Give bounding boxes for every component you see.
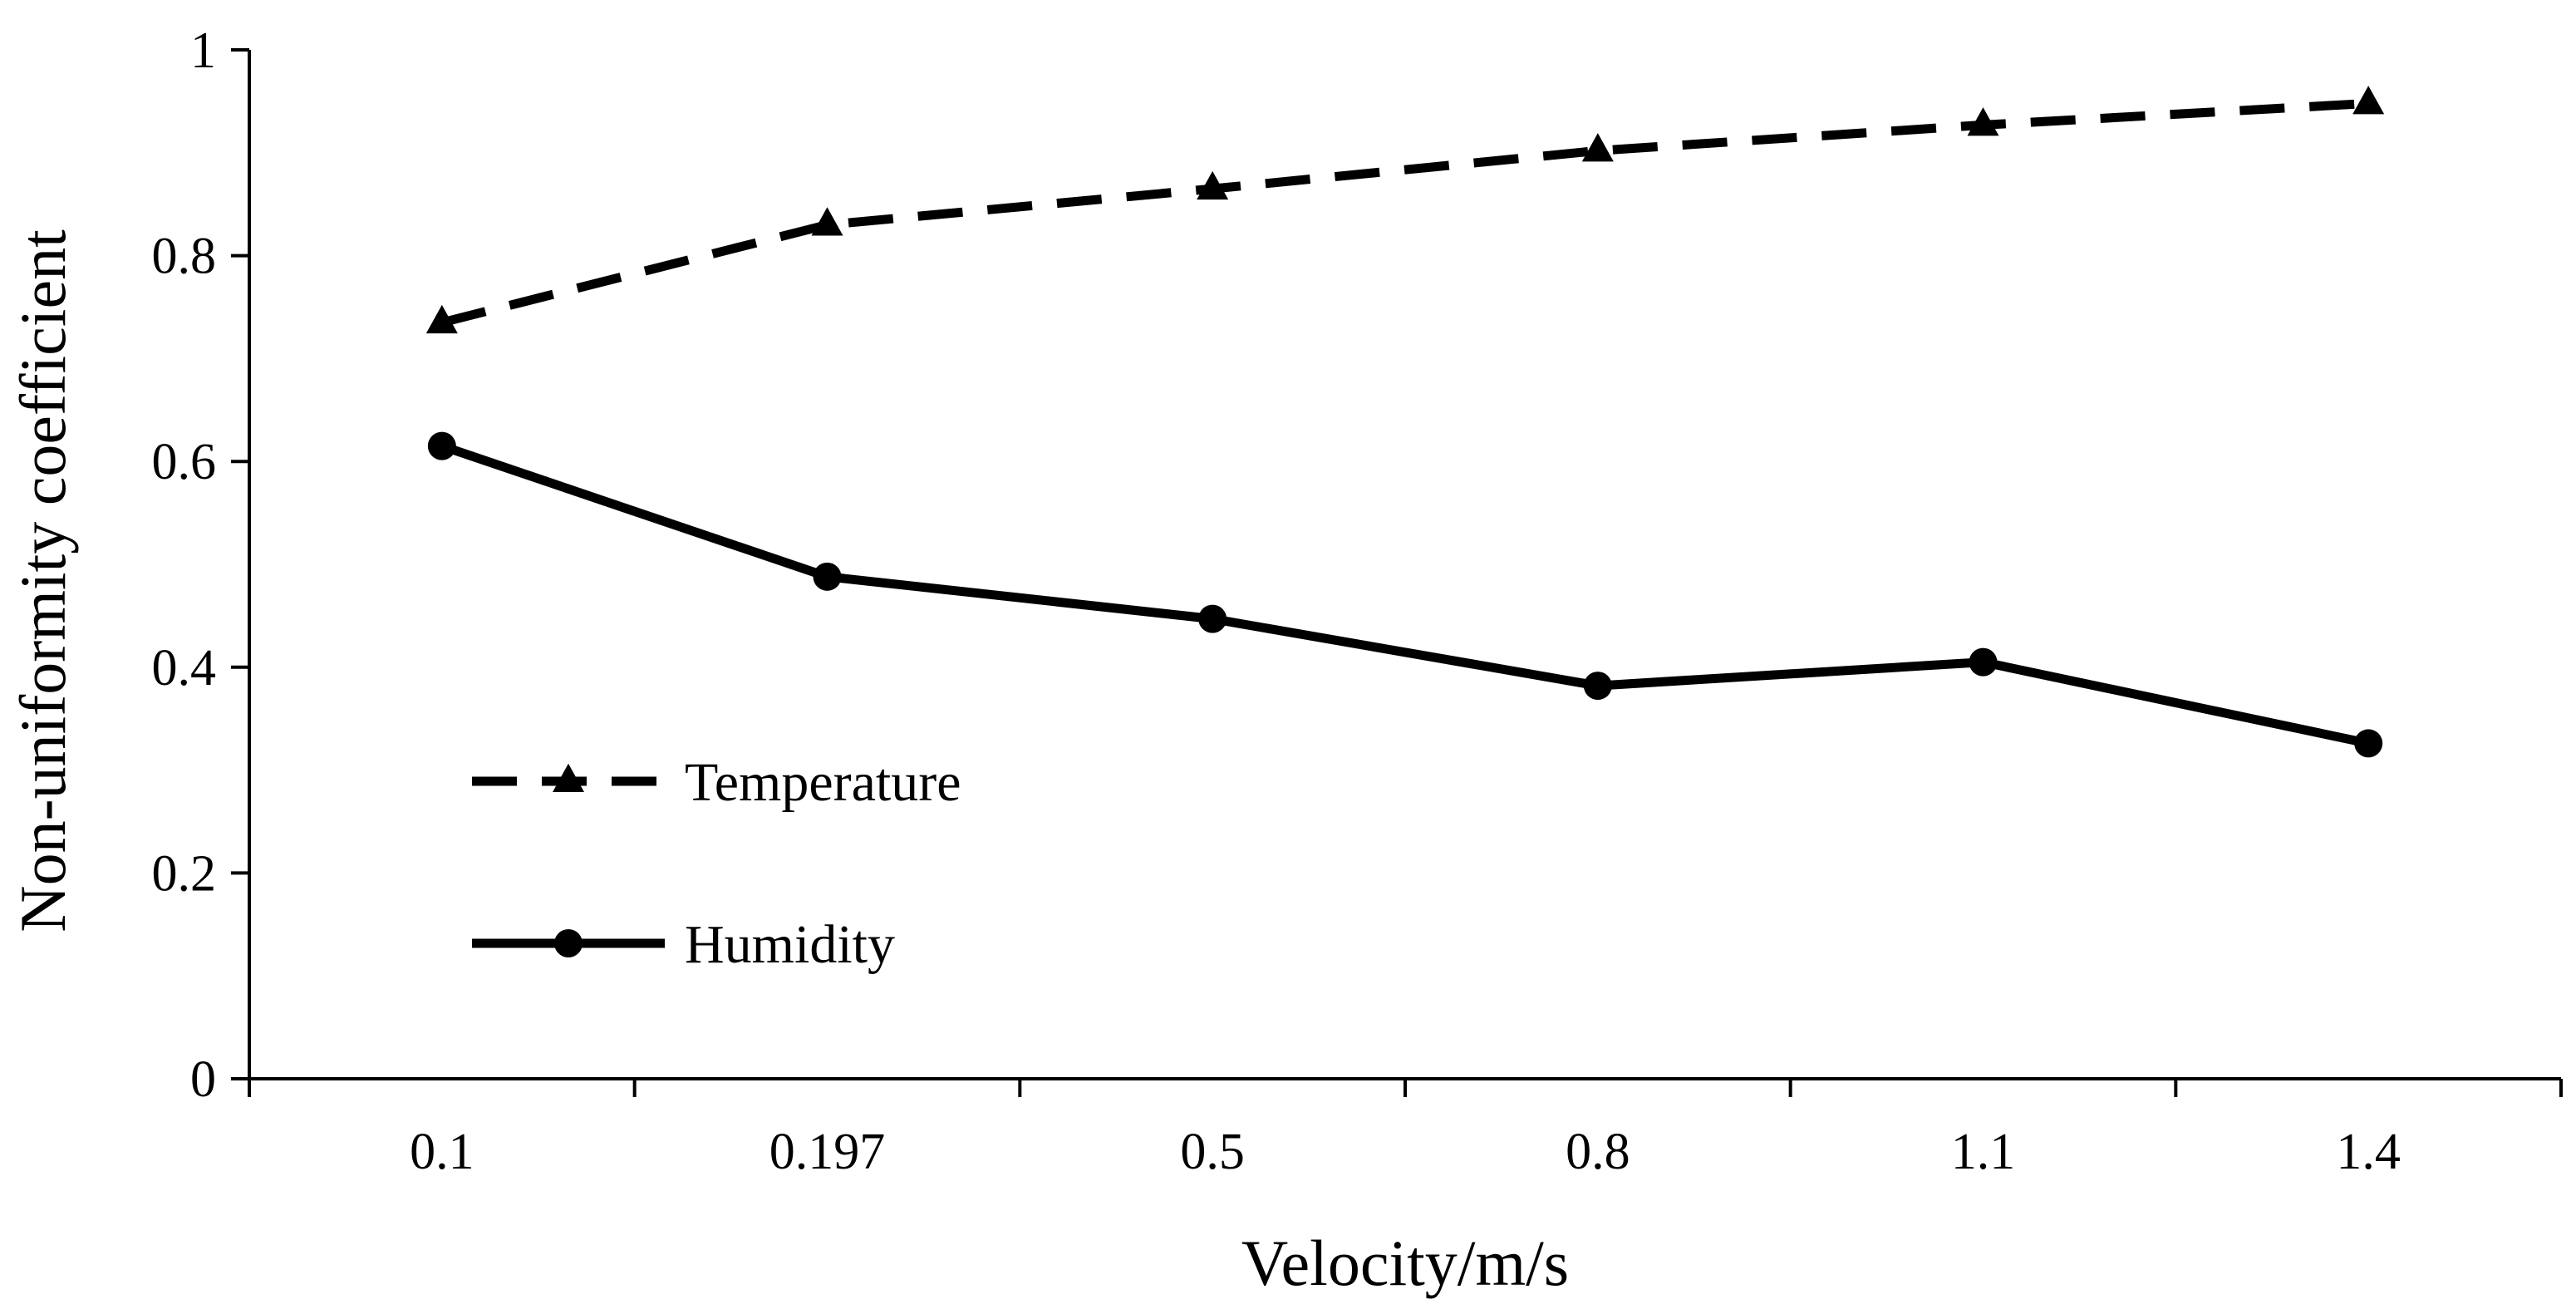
y-tick-label: 1 [190,22,216,79]
data-point-circle [1198,604,1227,633]
series-temperature [425,86,2385,334]
x-axis-title: Velocity/m/s [1241,1227,1569,1299]
data-point-circle [813,562,842,591]
axes [248,50,2561,1080]
y-tick-label: 0.4 [152,640,217,696]
legend-item-temperature: Temperature [472,752,961,813]
y-axis-title: Non-uniformity coefficient [7,229,79,933]
legend: Temperature Humidity [472,752,961,975]
y-tick-label: 0.2 [152,845,217,902]
legend-swatch-circle [554,929,583,957]
legend-item-humidity: Humidity [472,914,895,975]
series-layer [425,86,2385,758]
data-point-circle [1969,647,1998,677]
x-tick-label: 1.1 [1951,1124,2016,1180]
y-tick-label: 0 [190,1051,216,1108]
data-point-triangle [425,304,458,334]
data-point-triangle [1967,107,1999,136]
legend-label: Humidity [685,914,895,975]
x-tick-label: 0.197 [769,1124,886,1180]
x-tick-label: 1.4 [2336,1124,2401,1180]
y-ticks: 0 0.2 0.4 0.6 0.8 1 [152,22,249,1108]
data-point-circle [2354,729,2383,758]
data-point-triangle [2352,86,2385,115]
data-point-triangle [811,207,843,236]
data-point-triangle [1197,170,1229,200]
data-point-circle [427,431,456,460]
y-tick-label: 0.6 [152,434,217,490]
series-line-temperature [440,98,2369,327]
y-tick-label: 0.8 [152,229,217,285]
x-tick-label: 0.5 [1180,1124,1245,1180]
x-tick-label: 0.8 [1566,1124,1630,1180]
data-point-circle [1583,672,1612,701]
legend-swatch-triangle [553,763,584,792]
series-line-humidity [440,441,2370,748]
legend-label: Temperature [685,752,961,813]
series-humidity [427,431,2383,758]
data-point-triangle [1581,133,1614,162]
x-tick-label: 0.1 [410,1124,474,1180]
x-ticks: 0.1 0.197 0.5 0.8 1.1 1.4 [248,1079,2563,1180]
